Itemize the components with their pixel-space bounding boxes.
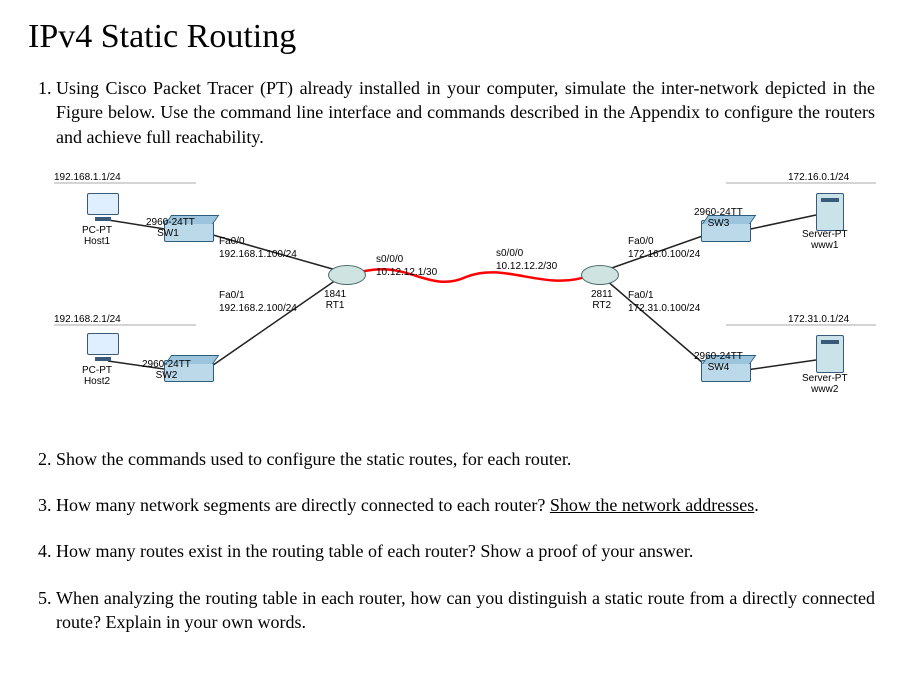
sw4-name: SW4 <box>708 362 730 373</box>
host1-icon <box>86 193 120 227</box>
q5: When analyzing the routing table in each… <box>56 586 875 635</box>
sw2-label: 2960-24TT SW2 <box>142 359 191 381</box>
q1: Using Cisco Packet Tracer (PT) already i… <box>56 76 875 425</box>
rt1-fa00-ip: 192.168.1.100/24 <box>219 249 297 260</box>
net-host1: 192.168.1.1/24 <box>54 171 121 185</box>
net-www2: 172.31.0.1/24 <box>788 313 849 327</box>
q5-text: When analyzing the routing table in each… <box>56 588 875 632</box>
sw3-name: SW3 <box>708 218 730 229</box>
host2-name: Host2 <box>84 376 110 387</box>
sw2-name: SW2 <box>156 370 178 381</box>
sw4-label: 2960-24TT SW4 <box>694 351 743 373</box>
sw3-label: 2960-24TT SW3 <box>694 207 743 229</box>
rt2-fa00-ip: 172.16.0.100/24 <box>628 249 700 260</box>
rt2-icon <box>581 265 619 285</box>
q2-text: Show the commands used to configure the … <box>56 449 571 469</box>
rt1-model: 1841 <box>324 289 346 300</box>
topology-svg <box>46 165 876 425</box>
rt1-label: 1841 RT1 <box>324 289 346 311</box>
rt1-s000-ip: 10.12.12.1/30 <box>376 267 437 278</box>
rt2-name: RT2 <box>592 300 611 311</box>
rt2-s000-ip: 10.12.12.2/30 <box>496 261 557 272</box>
q3-text-b: Show the network addresses <box>550 495 754 515</box>
rt1-s000-name: s0/0/0 <box>376 254 403 265</box>
rt1-fa00-name: Fa0/0 <box>219 236 245 247</box>
www1-type: Server-PT <box>802 229 848 240</box>
host2-label: PC-PT Host2 <box>82 365 112 387</box>
rt2-s000: s0/0/0 10.12.12.2/30 <box>496 247 557 274</box>
www2-type: Server-PT <box>802 373 848 384</box>
rt1-fa01: Fa0/1 192.168.2.100/24 <box>219 289 297 316</box>
www2-label: Server-PT www2 <box>802 373 848 395</box>
sw3-model: 2960-24TT <box>694 207 743 218</box>
rt2-fa00-name: Fa0/0 <box>628 236 654 247</box>
network-diagram: 192.168.1.1/24 192.168.2.1/24 172.16.0.1… <box>46 165 876 425</box>
sw1-label: 2960-24TT SW1 <box>146 217 195 239</box>
rt1-fa00: Fa0/0 192.168.1.100/24 <box>219 235 297 262</box>
rt2-fa01-name: Fa0/1 <box>628 290 654 301</box>
rt1-name: RT1 <box>326 300 345 311</box>
www1-label: Server-PT www1 <box>802 229 848 251</box>
rt2-fa01-ip: 172.31.0.100/24 <box>628 303 700 314</box>
q1-text: Using Cisco Packet Tracer (PT) already i… <box>56 78 875 147</box>
q3-text-a: How many network segments are directly c… <box>56 495 550 515</box>
q3: How many network segments are directly c… <box>56 493 875 517</box>
net-www1: 172.16.0.1/24 <box>788 171 849 185</box>
q4-text: How many routes exist in the routing tab… <box>56 541 693 561</box>
sw1-model: 2960-24TT <box>146 217 195 228</box>
host1-type: PC-PT <box>82 225 112 236</box>
rt1-icon <box>328 265 366 285</box>
q4: How many routes exist in the routing tab… <box>56 539 875 563</box>
sw2-model: 2960-24TT <box>142 359 191 370</box>
www2-name: www2 <box>811 384 838 395</box>
sw4-model: 2960-24TT <box>694 351 743 362</box>
page-title: IPv4 Static Routing <box>28 18 875 56</box>
rt2-fa00: Fa0/0 172.16.0.100/24 <box>628 235 700 262</box>
rt2-model: 2811 <box>591 289 613 300</box>
net-host2: 192.168.2.1/24 <box>54 313 121 327</box>
www1-icon <box>816 193 844 231</box>
rt2-s000-name: s0/0/0 <box>496 248 523 259</box>
rt1-s000: s0/0/0 10.12.12.1/30 <box>376 253 437 280</box>
q3-text-c: . <box>754 495 759 515</box>
www2-icon <box>816 335 844 373</box>
rt1-fa01-ip: 192.168.2.100/24 <box>219 303 297 314</box>
rt1-fa01-name: Fa0/1 <box>219 290 245 301</box>
question-list: Using Cisco Packet Tracer (PT) already i… <box>28 76 875 634</box>
rt2-fa01: Fa0/1 172.31.0.100/24 <box>628 289 700 316</box>
host1-name: Host1 <box>84 236 110 247</box>
sw1-name: SW1 <box>157 228 179 239</box>
host2-type: PC-PT <box>82 365 112 376</box>
q2: Show the commands used to configure the … <box>56 447 875 471</box>
www1-name: www1 <box>811 240 838 251</box>
host2-icon <box>86 333 120 367</box>
rt2-label: 2811 RT2 <box>591 289 613 311</box>
host1-label: PC-PT Host1 <box>82 225 112 247</box>
